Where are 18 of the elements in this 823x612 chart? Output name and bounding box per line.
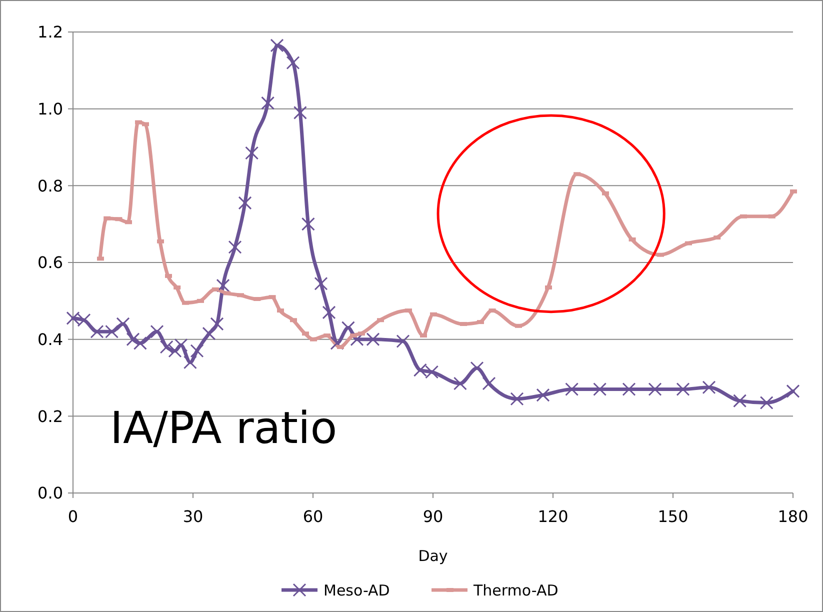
x-tick-label: 180 — [778, 507, 808, 526]
x-tick-label: 60 — [302, 507, 324, 526]
x-axis-title: Day — [418, 547, 448, 565]
y-tick-label: 0.0 — [38, 484, 63, 503]
x-tick-label: 120 — [538, 507, 568, 526]
y-tick-label: 0.4 — [38, 330, 63, 349]
x-tick-label: 150 — [658, 507, 688, 526]
x-tick-label: 0 — [68, 507, 78, 526]
annotation: IA/PA ratio — [110, 403, 338, 454]
y-tick-label: 1.0 — [38, 99, 63, 118]
legend-label: Meso-AD — [324, 581, 390, 600]
y-tick-label: 0.2 — [38, 406, 63, 426]
x-tick-label: 90 — [422, 507, 444, 526]
x-tick-label: 30 — [182, 507, 204, 526]
y-tick-label: 0.6 — [38, 253, 63, 272]
y-tick-label: 0.8 — [38, 176, 63, 196]
y-tick-label: 1.2 — [38, 22, 63, 42]
legend-label: Thermo-AD — [472, 581, 558, 600]
